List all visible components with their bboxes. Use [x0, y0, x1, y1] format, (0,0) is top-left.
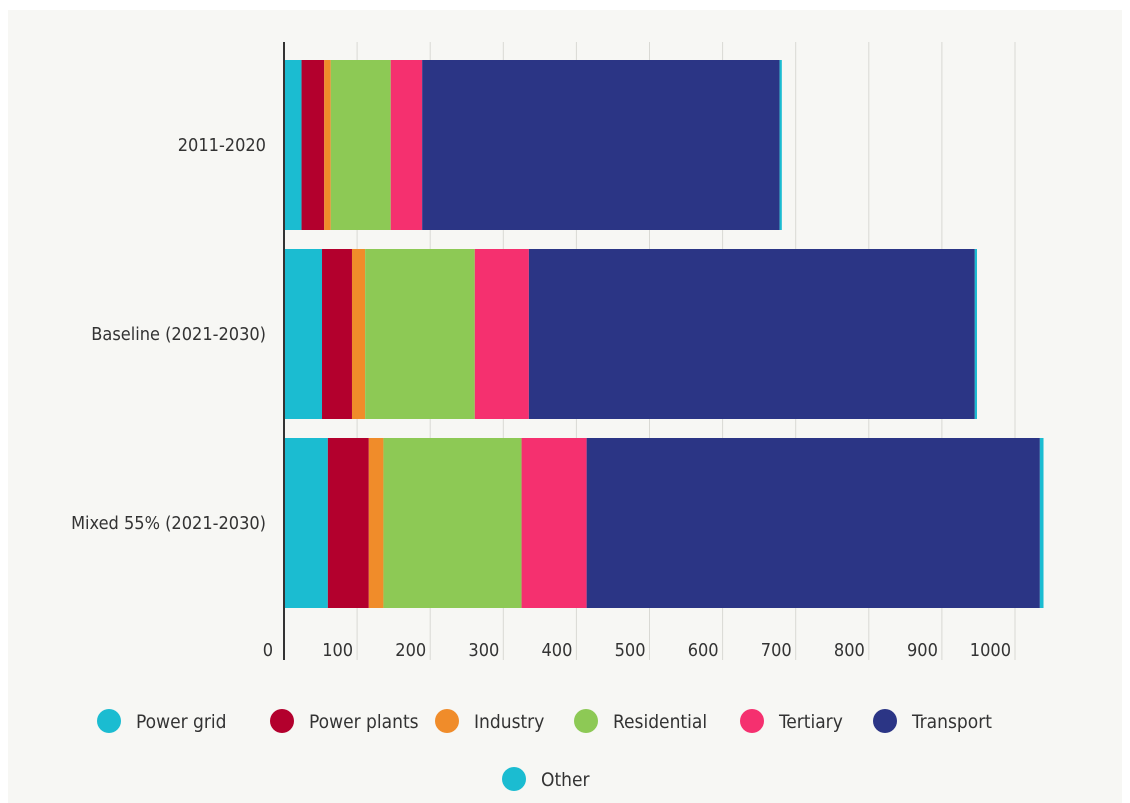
legend-item-power-plants: Power plants — [270, 709, 419, 733]
legend-swatch-other — [502, 767, 526, 791]
x-tick-label: 600 — [688, 640, 719, 661]
legend-label-residential: Residential — [613, 711, 707, 733]
bar-segment-power-plants-0 — [301, 60, 325, 230]
x-tick-label: 200 — [395, 640, 426, 661]
legend-item-residential: Residential — [574, 709, 707, 733]
bar-segment-other-1 — [974, 249, 977, 419]
bar-segment-tertiary-1 — [474, 249, 529, 419]
legend-item-tertiary: Tertiary — [740, 709, 843, 733]
legend-swatch-residential — [574, 709, 598, 733]
legend-item-industry: Industry — [435, 709, 544, 733]
legend-item-power-grid: Power grid — [97, 709, 227, 733]
legend-label-industry: Industry — [474, 711, 544, 733]
x-tick-labels: 0 100 200 300 400 500 600 700 800 900 1000 — [263, 640, 1011, 661]
x-tick-label: 800 — [834, 640, 865, 661]
category-label: 2011-2020 — [178, 135, 266, 156]
x-tick-label: 1000 — [970, 640, 1011, 661]
bar-segment-industry-2 — [368, 438, 384, 608]
legend-swatch-industry — [435, 709, 459, 733]
legend-swatch-transport — [873, 709, 897, 733]
legend-label-other: Other — [541, 769, 591, 791]
bar-segment-power-grid-1 — [284, 249, 323, 419]
bar-segment-industry-0 — [324, 60, 331, 230]
x-tick-label: 300 — [468, 640, 499, 661]
x-tick-label: 0 — [263, 640, 273, 661]
bar-segment-other-2 — [1039, 438, 1044, 608]
bar-segment-transport-1 — [528, 249, 975, 419]
x-tick-label: 900 — [907, 640, 938, 661]
category-labels: 2011-2020 Baseline (2021-2030) Mixed 55% (… — [71, 135, 266, 534]
bar-segment-power-grid-0 — [284, 60, 302, 230]
legend-item-transport: Transport — [873, 709, 992, 733]
legend-label-power-plants: Power plants — [309, 711, 419, 733]
x-tick-label: 500 — [615, 640, 646, 661]
bar-segment-power-plants-2 — [327, 438, 369, 608]
bar-segment-transport-2 — [586, 438, 1040, 608]
x-tick-label: 100 — [322, 640, 353, 661]
legend-swatch-power-grid — [97, 709, 121, 733]
category-label: Baseline (2021-2030) — [91, 324, 266, 345]
legend-label-power-grid: Power grid — [136, 711, 227, 733]
legend: Power grid Power plants Industry Residentia… — [97, 709, 992, 791]
legend-swatch-power-plants — [270, 709, 294, 733]
x-tick-label: 700 — [761, 640, 792, 661]
bar-segment-other-0 — [779, 60, 782, 230]
x-tick-label: 400 — [541, 640, 572, 661]
legend-label-tertiary: Tertiary — [778, 711, 843, 733]
legend-label-transport: Transport — [911, 711, 992, 733]
bar-segment-transport-0 — [422, 60, 780, 230]
bars — [284, 60, 1044, 608]
bar-segment-power-grid-2 — [284, 438, 328, 608]
bar-segment-tertiary-2 — [521, 438, 587, 608]
legend-item-other: Other — [502, 767, 591, 791]
bar-segment-tertiary-0 — [390, 60, 423, 230]
category-label: Mixed 55% (2021-2030) — [71, 513, 266, 534]
legend-swatch-tertiary — [740, 709, 764, 733]
bar-segment-residential-1 — [365, 249, 475, 419]
bar-segment-residential-0 — [330, 60, 391, 230]
bar-segment-power-plants-1 — [322, 249, 352, 419]
bar-segment-industry-1 — [351, 249, 366, 419]
bar-segment-residential-2 — [383, 438, 522, 608]
